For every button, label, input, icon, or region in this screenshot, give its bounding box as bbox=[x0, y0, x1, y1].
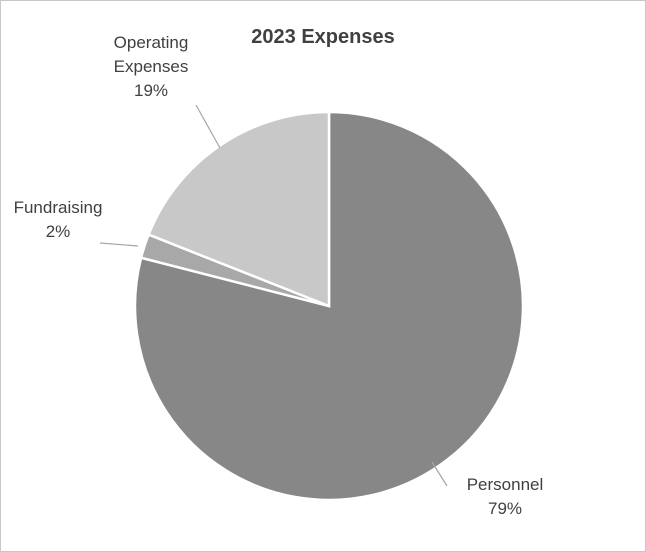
leader-line-fundraising bbox=[99, 242, 139, 247]
chart-title: 2023 Expenses bbox=[251, 26, 395, 48]
pie-slice-operating-expenses bbox=[146, 110, 331, 308]
data-label-personnel: Personnel 79% bbox=[467, 475, 544, 518]
leader-line-operating-expenses bbox=[195, 104, 221, 149]
leader-line-personnel bbox=[431, 461, 448, 487]
pie-slice-personnel bbox=[133, 110, 525, 502]
data-label-operating-expenses: Operating Expenses 19% bbox=[114, 33, 189, 100]
data-label-fundraising: Fundraising 2% bbox=[14, 198, 103, 241]
